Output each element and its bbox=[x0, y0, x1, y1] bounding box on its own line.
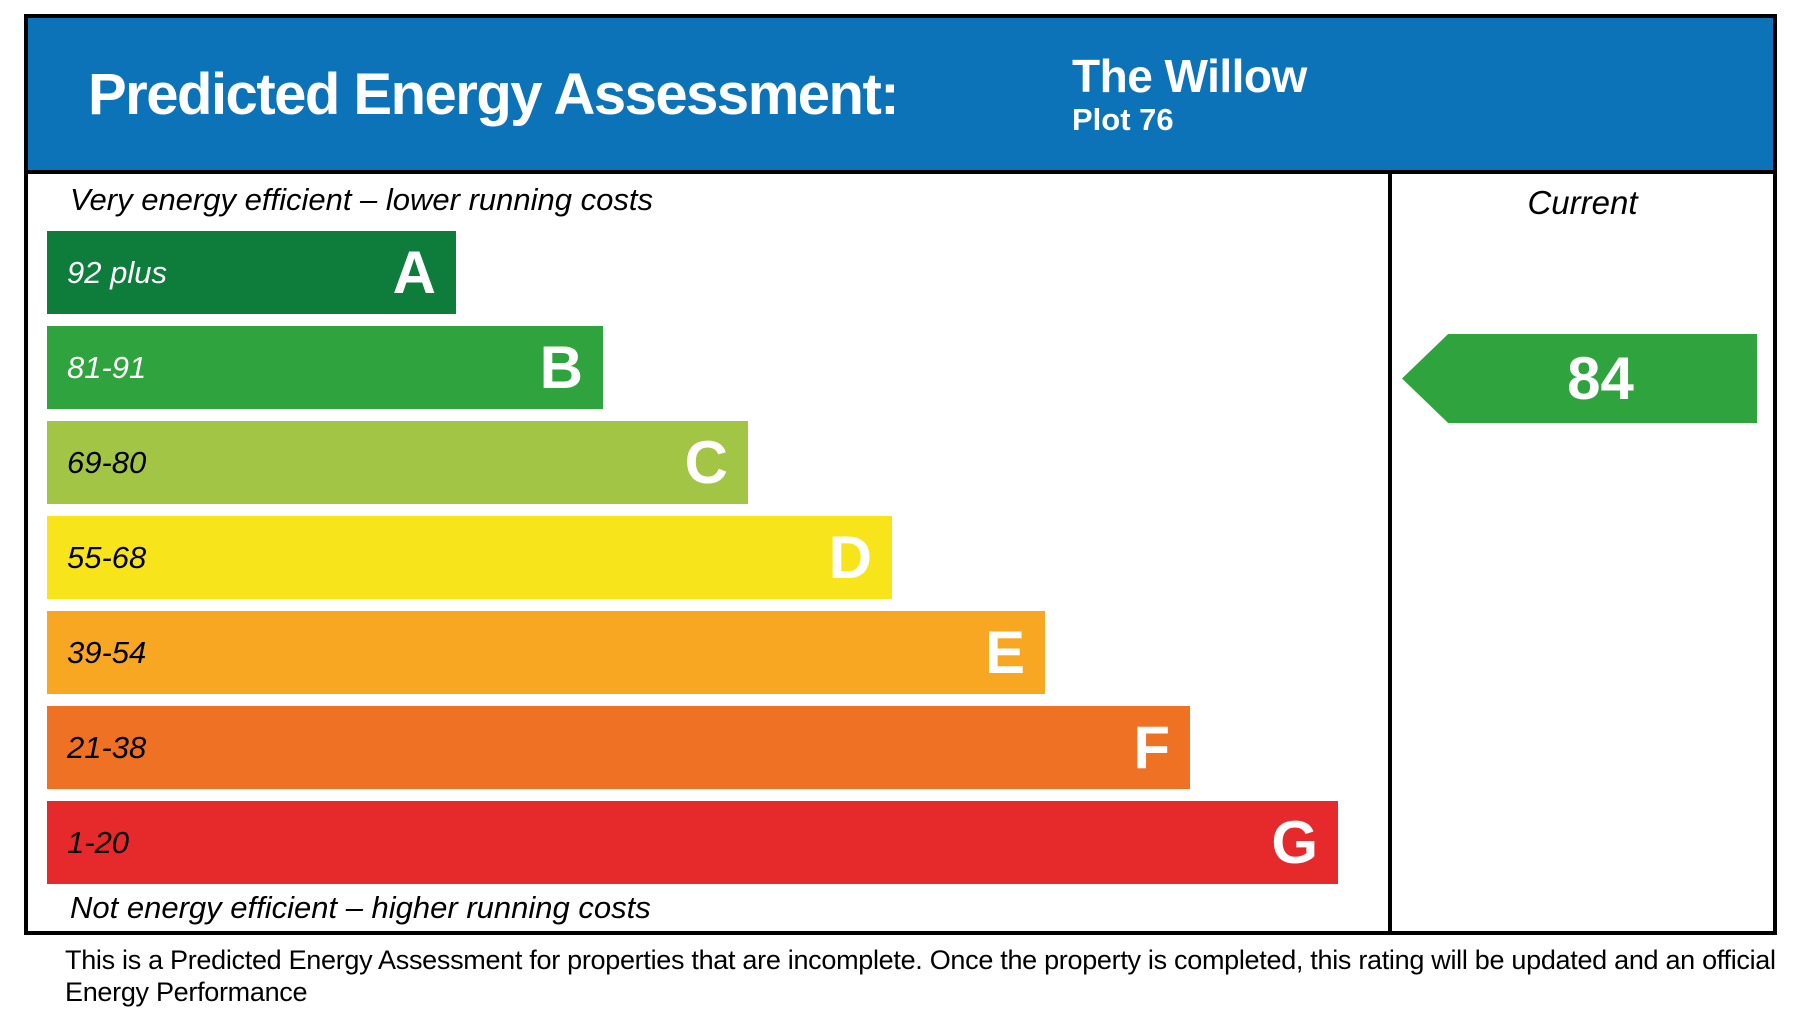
band-letter: A bbox=[392, 239, 436, 306]
caption-very-efficient: Very energy efficient – lower running co… bbox=[70, 182, 653, 217]
rating-band-f: 21-38 F bbox=[47, 706, 1190, 789]
band-letter: F bbox=[1133, 714, 1170, 781]
band-range-label: 39-54 bbox=[67, 634, 147, 670]
current-rating-column: Current 84 bbox=[1388, 174, 1773, 931]
current-column-label: Current bbox=[1527, 184, 1638, 221]
footer-line-2: Certificate will be created for the prop… bbox=[65, 1008, 1800, 1012]
band-letter: C bbox=[684, 429, 728, 496]
band-letter: B bbox=[539, 334, 583, 401]
caption-not-efficient: Not energy efficient – higher running co… bbox=[70, 890, 651, 925]
plot-number: Plot 76 bbox=[1072, 102, 1174, 137]
header-banner: Predicted Energy Assessment: The Willow … bbox=[28, 18, 1773, 174]
rating-scale: Very energy efficient – lower running co… bbox=[28, 174, 1388, 931]
current-rating-value: 84 bbox=[1567, 345, 1634, 412]
band-range-label: 81-91 bbox=[67, 349, 147, 385]
footer-note: This is a Predicted Energy Assessment fo… bbox=[65, 944, 1800, 1012]
band-range-label: 69-80 bbox=[67, 444, 147, 480]
band-range-label: 55-68 bbox=[67, 539, 147, 575]
rating-band-a: 92 plus A bbox=[47, 231, 456, 314]
certificate-frame: Predicted Energy Assessment: The Willow … bbox=[24, 14, 1777, 935]
rating-bands: 92 plus A 81-91 B 69-80 C 55-68 D 39-54 … bbox=[47, 231, 1338, 884]
footer-line-1: This is a Predicted Energy Assessment fo… bbox=[65, 945, 1776, 1007]
band-letter: G bbox=[1271, 809, 1318, 876]
band-letter: D bbox=[828, 524, 872, 591]
current-rating-arrow: 84 bbox=[1402, 334, 1757, 423]
rating-band-g: 1-20 G bbox=[47, 801, 1338, 884]
band-range-label: 92 plus bbox=[67, 254, 167, 290]
chart-body: Very energy efficient – lower running co… bbox=[28, 174, 1773, 931]
rating-band-d: 55-68 D bbox=[47, 516, 892, 599]
property-block: The Willow Plot 76 bbox=[1072, 18, 1307, 170]
property-name: The Willow bbox=[1072, 50, 1307, 102]
rating-band-b: 81-91 B bbox=[47, 326, 603, 409]
rating-band-e: 39-54 E bbox=[47, 611, 1045, 694]
band-letter: E bbox=[984, 619, 1025, 686]
page-title: Predicted Energy Assessment: bbox=[88, 61, 900, 127]
band-range-label: 1-20 bbox=[67, 824, 130, 860]
rating-band-c: 69-80 C bbox=[47, 421, 748, 504]
band-range-label: 21-38 bbox=[67, 729, 147, 765]
